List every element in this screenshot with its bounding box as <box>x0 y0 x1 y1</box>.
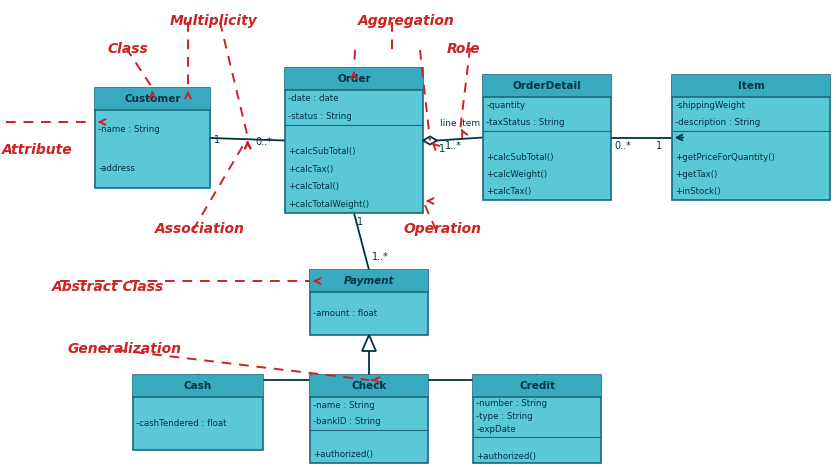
Text: 0..*: 0..* <box>614 141 631 151</box>
Text: -shippingWeight: -shippingWeight <box>675 101 746 110</box>
Bar <box>95 88 210 188</box>
Text: -address: -address <box>99 164 135 173</box>
Text: Credit: Credit <box>519 381 555 391</box>
Text: -status : String: -status : String <box>288 112 352 121</box>
Polygon shape <box>423 136 437 144</box>
Text: +calcTotalWeight(): +calcTotalWeight() <box>288 200 370 209</box>
Text: -taxStatus : String: -taxStatus : String <box>487 118 565 127</box>
Text: Customer: Customer <box>125 94 181 104</box>
Text: +calcWeight(): +calcWeight() <box>487 170 548 179</box>
Text: Aggregation: Aggregation <box>358 14 455 28</box>
Text: Class: Class <box>108 42 149 56</box>
Text: 1..*: 1..* <box>445 141 461 151</box>
Bar <box>310 270 428 292</box>
Text: Multiplicity: Multiplicity <box>170 14 257 28</box>
Text: +authorized(): +authorized() <box>314 450 374 459</box>
Text: Payment: Payment <box>344 276 395 286</box>
Bar <box>483 75 611 200</box>
Text: line item: line item <box>440 120 480 128</box>
Text: Role: Role <box>447 42 481 56</box>
Text: Check: Check <box>351 381 387 391</box>
Bar <box>310 375 428 397</box>
Text: +calcSubTotal(): +calcSubTotal() <box>288 147 356 156</box>
Bar <box>473 375 601 463</box>
Text: +getTax(): +getTax() <box>675 170 718 179</box>
Text: -cashTendered : float: -cashTendered : float <box>136 419 227 428</box>
Text: OrderDetail: OrderDetail <box>512 81 581 91</box>
Text: -expDate: -expDate <box>477 425 516 434</box>
Text: +authorized(): +authorized() <box>477 452 537 461</box>
Bar <box>672 75 830 97</box>
Text: Association: Association <box>155 222 245 236</box>
Bar <box>310 375 428 463</box>
Text: -amount : float: -amount : float <box>314 309 378 318</box>
Text: +getPriceForQuantity(): +getPriceForQuantity() <box>675 153 775 162</box>
Text: 1: 1 <box>439 144 445 154</box>
Text: -quantity: -quantity <box>487 101 526 110</box>
Bar <box>672 75 830 200</box>
Polygon shape <box>362 335 376 351</box>
Text: Cash: Cash <box>184 381 212 391</box>
Text: Operation: Operation <box>403 222 481 236</box>
Text: +calcSubTotal(): +calcSubTotal() <box>487 153 553 162</box>
Text: Order: Order <box>337 74 371 84</box>
Text: +calcTax(): +calcTax() <box>288 164 334 174</box>
Bar <box>133 375 263 397</box>
Text: +calcTotal(): +calcTotal() <box>288 182 339 191</box>
Bar <box>285 68 423 90</box>
Bar <box>473 375 601 397</box>
Text: Attribute: Attribute <box>2 143 73 157</box>
Text: -name : String: -name : String <box>99 125 160 134</box>
Text: 1: 1 <box>656 141 662 151</box>
Text: -bankID : String: -bankID : String <box>314 417 381 426</box>
Bar <box>285 68 423 213</box>
Text: -name : String: -name : String <box>314 401 375 410</box>
Text: 1: 1 <box>357 217 363 227</box>
Bar <box>95 88 210 110</box>
Text: -number : String: -number : String <box>477 399 548 408</box>
Text: Generalization: Generalization <box>68 342 182 356</box>
Text: +calcTax(): +calcTax() <box>487 187 532 196</box>
Bar <box>310 270 428 335</box>
Text: -date : date: -date : date <box>288 94 339 103</box>
Text: Abstract Class: Abstract Class <box>52 280 164 294</box>
Bar <box>133 375 263 450</box>
Text: 0..*: 0..* <box>256 137 273 147</box>
Text: Item: Item <box>737 81 764 91</box>
Text: +inStock(): +inStock() <box>675 187 721 196</box>
Text: -description : String: -description : String <box>675 118 761 127</box>
Bar <box>483 75 611 97</box>
Text: 1..*: 1..* <box>372 252 389 262</box>
Text: 1: 1 <box>214 134 221 145</box>
Text: -type : String: -type : String <box>477 412 533 421</box>
